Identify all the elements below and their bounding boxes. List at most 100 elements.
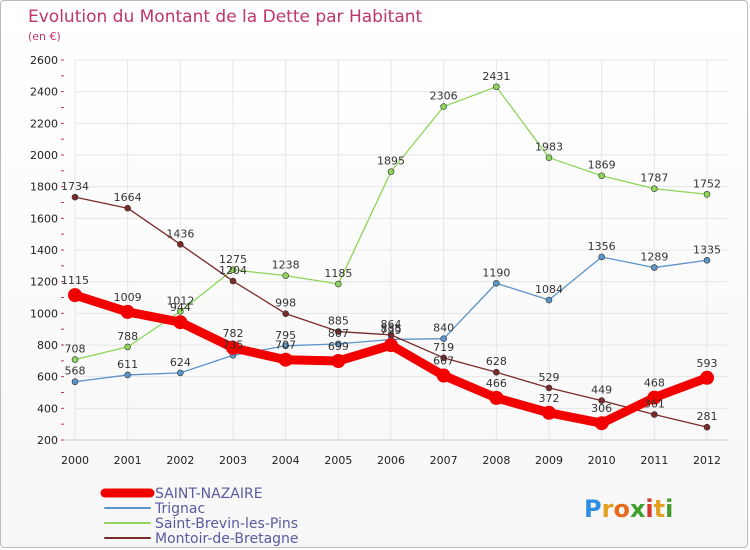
data-label: 1895 (377, 155, 405, 168)
data-label: 306 (591, 402, 612, 415)
point-0 (594, 416, 609, 431)
data-label: 1664 (114, 191, 142, 204)
x-tick-label: 2008 (482, 454, 510, 467)
point-3 (598, 397, 605, 404)
point-0 (489, 390, 504, 405)
point-2 (387, 168, 395, 175)
point-0 (331, 353, 346, 368)
data-label: 1204 (219, 264, 247, 277)
point-1 (703, 256, 711, 264)
logo-letter: i (665, 495, 673, 523)
chart-title: Evolution du Montant de la Dette par Hab… (28, 7, 423, 27)
data-label: 795 (275, 329, 296, 342)
data-label: 568 (65, 365, 86, 378)
x-tick-label: 2004 (272, 454, 300, 467)
point-3 (124, 204, 131, 212)
point-1 (71, 378, 79, 386)
legend-label-1: Trignac (154, 501, 205, 517)
data-label: 799 (381, 324, 402, 337)
point-0 (68, 288, 82, 303)
point-2 (177, 308, 184, 315)
x-axis: 2000 2001 2002 2003 2004 2005 2006 2007 2008 2009… (61, 439, 727, 467)
point-0 (436, 368, 451, 383)
x-tick-label: 2002 (166, 454, 194, 467)
y-tick-label: 1600 (30, 212, 58, 225)
y-tick-label: 1000 (30, 307, 58, 320)
legend-label-3: Montoir-de-Bretagne (155, 531, 299, 547)
point-0 (700, 370, 714, 385)
point-2 (71, 356, 79, 363)
data-label: 1752 (693, 177, 721, 190)
point-3 (545, 384, 553, 392)
data-label: 735 (223, 338, 244, 351)
point-1 (651, 264, 658, 271)
data-label: 1084 (535, 283, 563, 296)
data-label: 2306 (430, 90, 458, 103)
y-tick-label: 400 (37, 402, 58, 415)
data-label: 807 (328, 327, 349, 340)
data-label: 628 (486, 355, 507, 368)
data-label: 699 (328, 340, 349, 353)
grid (74, 59, 727, 441)
point-1 (440, 335, 447, 342)
x-tick-label: 2009 (535, 454, 563, 467)
data-label: 788 (117, 330, 138, 343)
point-2 (282, 272, 289, 279)
logo-letter: x (630, 495, 646, 523)
point-0 (542, 405, 556, 420)
y-tick-label: 2200 (30, 117, 58, 130)
point-0 (226, 340, 240, 355)
y-tick-label: 2600 (30, 54, 58, 67)
point-2 (651, 185, 658, 193)
x-tick-label: 2005 (324, 454, 352, 467)
logo-letter: i (645, 495, 653, 523)
point-0 (120, 304, 135, 319)
data-label: 1185 (324, 267, 352, 280)
data-label: 361 (644, 398, 665, 411)
y-tick-label: 1800 (30, 181, 58, 194)
y-tick-label: 200 (37, 434, 58, 447)
data-label: 611 (117, 358, 138, 371)
data-label: 864 (381, 318, 402, 331)
point-3 (177, 241, 184, 248)
chart-subtitle: (en €) (28, 30, 61, 43)
proxiti-logo: Proxiti (584, 495, 673, 523)
x-tick-label: 2003 (219, 454, 247, 467)
y-tick-label: 800 (37, 339, 58, 352)
point-0 (278, 352, 293, 367)
x-tick-label: 2011 (640, 454, 668, 467)
point-3 (387, 331, 395, 339)
legend: SAINT-NAZAIRETrignacSaint-Brevin-les-Pin… (100, 486, 299, 547)
data-label: 1275 (219, 253, 247, 266)
point-1 (598, 253, 605, 261)
y-tick-label: 2000 (30, 149, 58, 162)
data-label: 1238 (272, 259, 300, 272)
point-3 (229, 277, 237, 285)
point-2 (493, 83, 500, 91)
data-label: 1335 (693, 243, 721, 256)
y-tick-label: 2400 (30, 86, 58, 99)
data-label: 372 (539, 392, 560, 405)
x-tick-label: 2010 (588, 454, 616, 467)
data-label: 1009 (114, 291, 142, 304)
point-2 (598, 172, 605, 180)
point-2 (124, 343, 131, 351)
data-label: 998 (275, 297, 296, 310)
point-0 (647, 390, 662, 405)
point-3 (335, 328, 342, 335)
point-1 (493, 279, 500, 287)
point-3 (282, 310, 289, 317)
logo-letter: r (602, 495, 614, 523)
legend-label-2: Saint-Brevin-les-Pins (155, 516, 298, 532)
data-label: 1115 (61, 274, 89, 287)
data-label: 607 (433, 355, 454, 368)
legend-label-0: SAINT-NAZAIRE (155, 486, 263, 502)
y-tick-label: 1400 (30, 244, 58, 257)
data-label: 707 (275, 339, 296, 352)
data-label: 835 (381, 322, 402, 335)
data-label: 529 (539, 371, 560, 384)
data-label: 1787 (640, 172, 668, 185)
data-label: 1734 (61, 180, 89, 193)
x-tick-label: 2000 (61, 454, 89, 467)
